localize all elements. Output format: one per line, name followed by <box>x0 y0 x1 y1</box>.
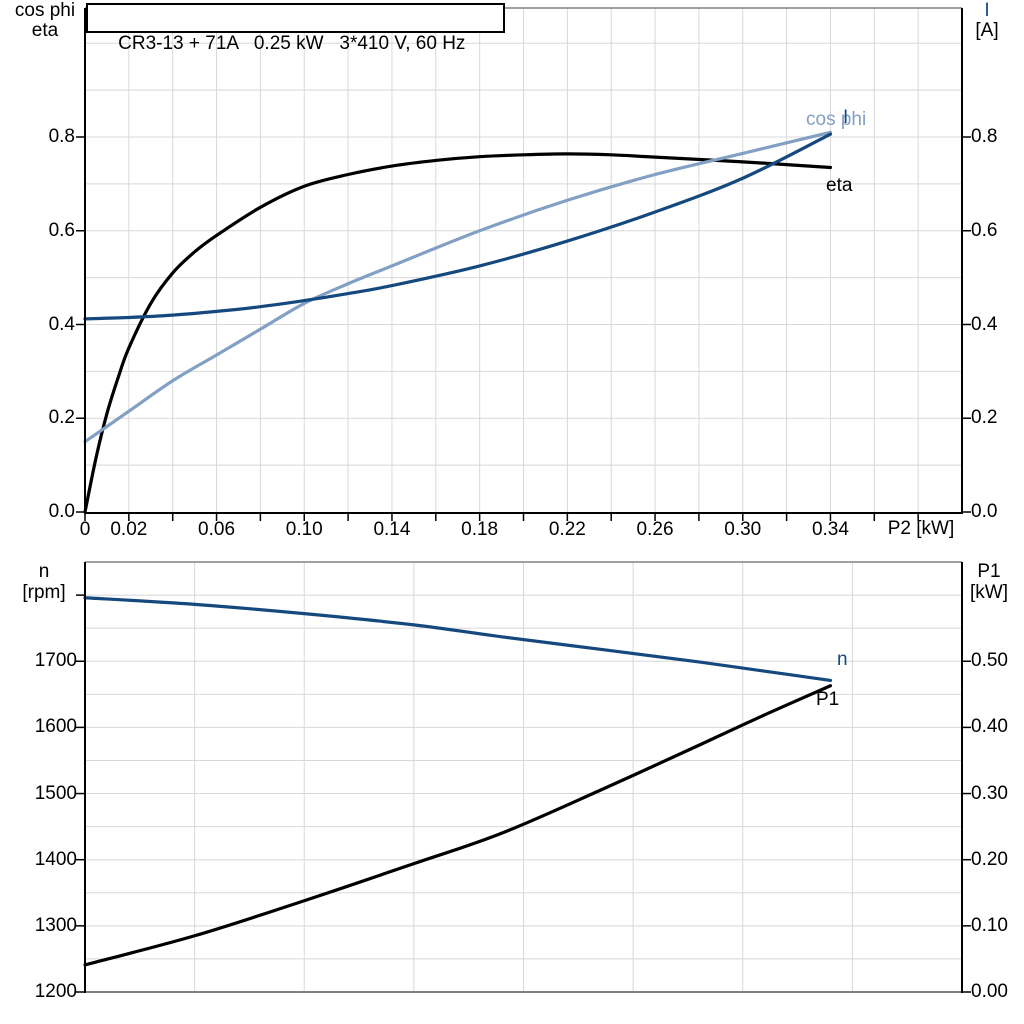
top-right-axis-title: I [A] <box>953 1 1021 41</box>
rpm-tick-label: 1600 <box>34 716 77 738</box>
p1-tick-label: 0.40 <box>971 716 1008 738</box>
x-tick-label: 0 <box>79 519 91 540</box>
p1-tick-label: 0.50 <box>971 650 1008 672</box>
bottom-left-axis-title-line1: n <box>38 561 50 582</box>
y-tick-label-left: 0.8 <box>48 126 75 147</box>
top-left-axis-title: cos phi eta <box>6 1 84 41</box>
y-tick-label-right: 0.6 <box>971 219 998 241</box>
y-tick-label-left: 0.4 <box>48 313 75 335</box>
rpm-tick-label: 1500 <box>34 782 77 804</box>
x-axis-title: P2 [kW] <box>887 518 955 539</box>
y-tick-label-right: 0.8 <box>971 126 998 147</box>
p1-tick-label: 0.30 <box>971 782 1008 804</box>
speed-curve-label: n <box>837 649 848 670</box>
p1-tick-label: 0.00 <box>971 981 1008 1002</box>
y-tick-label-right: 0.2 <box>971 407 998 429</box>
x-tick-label: 0.18 <box>461 519 499 540</box>
p1-curve-label: P1 <box>816 689 840 710</box>
bottom-left-axis-title: n [rpm] <box>4 561 84 603</box>
bottom-right-axis-title-line1: P1 <box>977 561 1001 582</box>
current-curve-label: I <box>843 107 849 128</box>
rpm-tick-label: 1700 <box>34 650 77 672</box>
x-tick-label: 0.02 <box>110 519 148 540</box>
p1-tick-label: 0.20 <box>971 848 1008 870</box>
p1-tick-label: 0.10 <box>971 914 1008 936</box>
x-tick-label: 0.30 <box>724 519 762 540</box>
bottom-left-axis-title-line2: [rpm] <box>22 582 66 603</box>
rpm-tick-label: 1300 <box>34 914 77 936</box>
chart-title-box: CR3-13 + 71A 0.25 kW 3*410 V, 60 Hz <box>86 3 505 54</box>
top-right-axis-title-line1: I <box>984 0 990 21</box>
top-left-axis-title-line2: eta <box>31 20 59 41</box>
x-tick-label: 0.34 <box>811 519 849 540</box>
y-tick-label-right: 0.4 <box>971 313 998 335</box>
x-tick-label: 0.26 <box>636 519 674 540</box>
x-tick-label: 0.22 <box>548 519 586 540</box>
top-left-axis-title-line1: cos phi <box>14 0 76 21</box>
x-tick-label: 0.06 <box>198 519 236 540</box>
rpm-tick-label: 1200 <box>34 981 77 1002</box>
y-tick-label-right: 0.0 <box>971 501 998 522</box>
y-tick-label-left: 0.0 <box>48 501 75 522</box>
y-tick-label-left: 0.2 <box>48 407 75 429</box>
eta-curve-label: eta <box>826 175 853 196</box>
chart-title: CR3-13 + 71A 0.25 kW 3*410 V, 60 Hz <box>118 33 466 54</box>
rpm-tick-label: 1400 <box>34 848 77 870</box>
bottom-right-axis-title: P1 [kW] <box>956 561 1022 603</box>
x-tick-label: 0.14 <box>373 519 411 540</box>
x-tick-label: 0.10 <box>285 519 323 540</box>
top-right-axis-title-line2: [A] <box>975 20 999 41</box>
cos-phi-curve-label: cos phi <box>806 109 867 130</box>
y-tick-label-left: 0.6 <box>48 219 75 241</box>
bottom-right-axis-title-line2: [kW] <box>970 582 1008 603</box>
